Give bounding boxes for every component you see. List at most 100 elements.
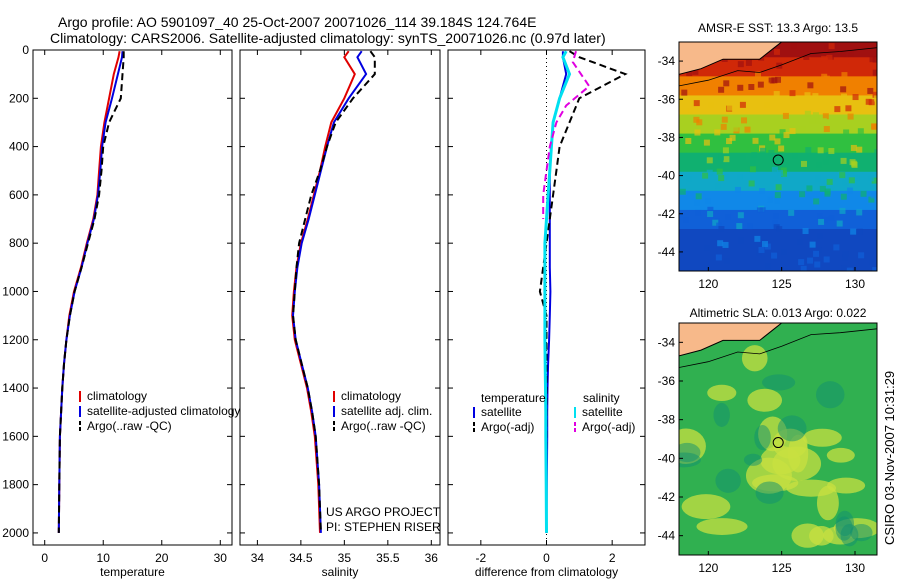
series-line-difference-2 xyxy=(543,50,572,533)
y-tick-label: -44 xyxy=(658,245,676,259)
legend-entry: Argo(..raw -QC) xyxy=(87,419,172,433)
sst-cell xyxy=(812,112,819,119)
sst-cell xyxy=(820,118,827,125)
series-line-salinity-2 xyxy=(291,50,376,533)
sst-cell xyxy=(789,90,796,97)
sst-cell xyxy=(745,59,752,66)
sst-cell xyxy=(841,72,848,79)
sst-cell xyxy=(682,107,689,114)
sst-cell xyxy=(857,128,864,135)
sst-cell xyxy=(841,93,848,100)
sst-cell xyxy=(854,107,861,114)
x-tick-label: 20 xyxy=(155,551,169,565)
x-tick-label: 120 xyxy=(698,277,718,291)
sst-cell xyxy=(718,86,725,93)
sst-cell xyxy=(841,143,848,150)
sla-patch xyxy=(835,510,855,537)
sst-cell xyxy=(716,81,723,88)
sla-patch xyxy=(696,518,748,535)
sst-cell xyxy=(775,184,782,191)
sla-patch xyxy=(741,345,768,372)
sst-cell xyxy=(856,146,863,153)
sst-cell xyxy=(736,223,743,230)
sst-cell xyxy=(850,144,857,151)
x-tick-label: 125 xyxy=(772,561,792,575)
series-line-difference-1 xyxy=(538,50,628,533)
sst-cell xyxy=(726,138,733,145)
sst-cell xyxy=(817,147,824,154)
sst-cell xyxy=(720,123,727,130)
sst-cell xyxy=(713,65,720,72)
map-frame xyxy=(678,322,878,556)
sst-cell xyxy=(755,71,762,78)
sst-cell xyxy=(846,84,853,91)
sst-cell xyxy=(818,218,825,225)
sst-cell xyxy=(872,69,877,76)
sst-cell xyxy=(721,116,728,123)
sst-cell xyxy=(712,219,719,226)
sst-cell xyxy=(820,141,827,148)
sst-cell xyxy=(718,175,725,182)
sst-cell xyxy=(823,126,830,133)
sst-cell xyxy=(828,148,835,155)
sst-cell xyxy=(867,87,874,94)
sst-cell xyxy=(703,264,710,271)
sst-cell xyxy=(779,129,786,136)
map-frame xyxy=(678,41,878,272)
sst-cell xyxy=(836,220,843,227)
y-tick-label: 1400 xyxy=(2,381,29,395)
sst-cell xyxy=(737,84,744,91)
x-tick-label: 10 xyxy=(97,551,111,565)
sst-cell xyxy=(686,70,693,77)
sst-cell xyxy=(807,82,814,89)
y-tick-label: 1200 xyxy=(2,333,29,347)
sst-cell xyxy=(780,248,787,255)
sst-cell xyxy=(789,128,796,135)
sst-cell xyxy=(774,198,781,205)
sst-cell xyxy=(823,75,830,82)
sst-cell xyxy=(775,76,782,83)
sst-cell xyxy=(679,188,686,195)
sst-cell xyxy=(809,117,816,124)
x-tick-label: 35.5 xyxy=(376,551,400,565)
sst-cell xyxy=(764,101,771,108)
sst-cell xyxy=(719,140,726,147)
sst-cell xyxy=(848,177,855,184)
sst-cell xyxy=(715,182,722,189)
x-tick-label: 0 xyxy=(543,551,550,565)
y-tick-label: 800 xyxy=(9,236,29,250)
sst-cell xyxy=(782,112,789,119)
y-tick-label: -42 xyxy=(658,490,676,504)
sst-cell xyxy=(739,101,746,108)
sst-cell xyxy=(705,197,712,204)
sst-cell xyxy=(833,244,840,251)
sst-cell xyxy=(840,193,847,200)
y-tick-label: 0 xyxy=(22,43,29,57)
sst-cell xyxy=(746,223,753,230)
y-tick-label: 1800 xyxy=(2,478,29,492)
sst-cell xyxy=(723,258,730,265)
y-tick-label: 200 xyxy=(9,91,29,105)
y-tick-label: 600 xyxy=(9,188,29,202)
sst-cell xyxy=(685,138,692,145)
sst-cell xyxy=(771,252,778,259)
legend-entry: satellite xyxy=(481,405,522,419)
y-tick-label: -36 xyxy=(658,92,676,106)
sst-cell xyxy=(722,241,729,248)
sst-cell xyxy=(798,259,805,266)
sst-cell xyxy=(695,193,702,200)
y-tick-label: 400 xyxy=(9,140,29,154)
sst-cell xyxy=(773,48,780,55)
y-tick-label: -38 xyxy=(658,130,676,144)
argo-float-marker xyxy=(772,154,784,166)
sst-cell xyxy=(816,213,823,220)
x-tick-label: 34.5 xyxy=(289,551,313,565)
sst-cell xyxy=(868,99,875,106)
sla-patch xyxy=(747,388,783,412)
sst-cell xyxy=(843,165,850,172)
y-tick-label: 1000 xyxy=(2,284,29,298)
sst-cell xyxy=(840,86,847,93)
sst-cell xyxy=(826,178,833,185)
sst-cell xyxy=(768,77,775,84)
sst-cell xyxy=(723,174,730,181)
